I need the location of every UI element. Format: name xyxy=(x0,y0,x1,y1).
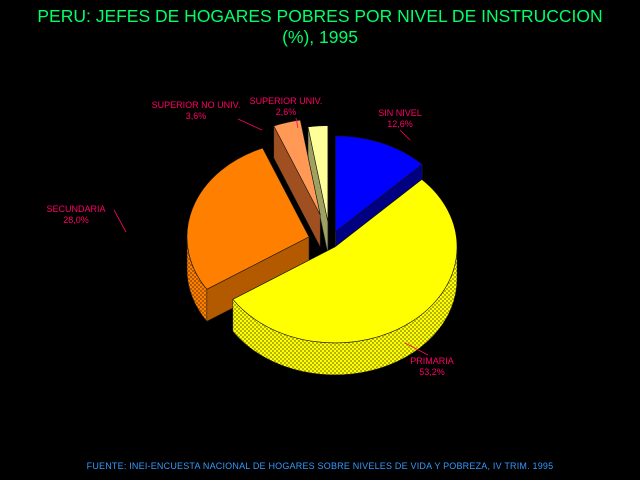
slice-superior-univ xyxy=(307,125,329,222)
slice-primaria xyxy=(232,179,458,344)
slice-secundaria xyxy=(186,147,310,290)
slice-sin-nivel xyxy=(335,135,423,233)
slice-label-0: SIN NIVEL xyxy=(378,108,422,118)
slice-value-0: 12,6% xyxy=(387,119,413,129)
chart-title: PERU: JEFES DE HOGARES POBRES POR NIVEL … xyxy=(0,6,640,48)
leader-line-3 xyxy=(237,118,263,131)
slice-label-1: PRIMARIA xyxy=(410,356,454,366)
leader-line-0 xyxy=(399,129,411,141)
slice-label-4: SUPERIOR UNIV. xyxy=(250,96,323,106)
slice-value-4: 2,6% xyxy=(276,107,297,117)
pie-leaders xyxy=(113,117,429,356)
slice-value-2: 28,0% xyxy=(63,215,89,225)
chart-title-line-2: (%), 1995 xyxy=(282,27,358,47)
leader-line-4 xyxy=(295,117,299,129)
slice-value-3: 3,6% xyxy=(186,111,207,121)
pie-tops xyxy=(186,119,458,344)
chart-title-line-1: PERU: JEFES DE HOGARES POBRES POR NIVEL … xyxy=(37,6,603,26)
source-note: FUENTE: INEI-ENCUESTA NACIONAL DE HOGARE… xyxy=(86,461,554,471)
leader-line-1 xyxy=(404,342,429,356)
slice-value-1: 53,2% xyxy=(419,367,445,377)
slice-superior-no-univ xyxy=(273,119,321,215)
slice-label-2: SECUNDARIA xyxy=(46,204,105,214)
slice-label-3: SUPERIOR NO UNIV. xyxy=(152,100,241,110)
leader-line-2 xyxy=(113,209,127,233)
